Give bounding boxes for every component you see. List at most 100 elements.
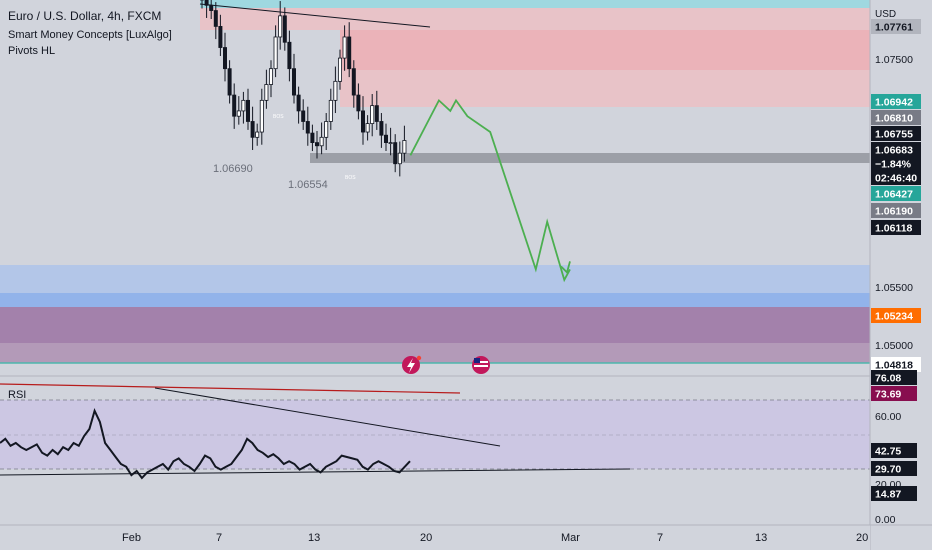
candle <box>218 26 223 48</box>
symbol-title[interactable]: Euro / U.S. Dollar, 4h, FXCM <box>8 9 161 23</box>
price-badge-bg-p12 <box>871 357 921 372</box>
time-tick-mar-7: 7 <box>657 532 663 544</box>
supply-zone-top <box>200 8 870 30</box>
candle <box>351 68 356 96</box>
price-badge-p4: 1.06755 <box>875 129 913 141</box>
demand-zone-blue <box>0 293 870 307</box>
price-badge-bg-p2 <box>871 94 921 109</box>
price-badge-p5: 1.06683 <box>875 145 913 157</box>
pivot-label-1: 1.06690 <box>213 163 253 175</box>
candle <box>296 94 301 112</box>
price-badge-bg-p3 <box>871 110 921 125</box>
candle <box>337 57 342 82</box>
demand-zone-light <box>0 265 870 293</box>
time-axis[interactable] <box>0 525 870 550</box>
time-tick-mar-20: 20 <box>856 532 868 544</box>
candle <box>236 110 241 117</box>
candle <box>287 41 292 70</box>
price-badge-p8: 1.06427 <box>875 189 913 201</box>
rsi-band <box>0 400 870 469</box>
candle <box>259 99 264 133</box>
price-badge-p2: 1.06942 <box>875 97 913 109</box>
candle <box>255 131 260 138</box>
candle <box>291 68 296 96</box>
level-band <box>310 153 870 163</box>
time-tick-mar: Mar <box>561 532 580 544</box>
candle <box>342 36 347 59</box>
top-zone <box>200 0 870 8</box>
candle <box>370 105 375 124</box>
time-tick-mar-13: 13 <box>755 532 767 544</box>
price-tick-1: 1.07500 <box>875 54 913 66</box>
indicator-pivots[interactable]: Pivots HL <box>8 45 55 57</box>
price-axis[interactable] <box>870 0 932 550</box>
bos-label-2: BOS <box>345 175 356 181</box>
candle <box>245 99 250 122</box>
rsi-badge-bg <box>871 386 917 401</box>
candle <box>227 68 232 96</box>
price-badge-bg-p9 <box>871 203 921 218</box>
price-badge-p9: 1.06190 <box>875 206 913 218</box>
rsi-badge-bg <box>871 461 917 476</box>
price-tick-3: 1.05000 <box>875 340 913 352</box>
supply-zone <box>340 30 870 70</box>
supply-zone-lower <box>340 70 870 107</box>
candle <box>232 94 237 117</box>
candle <box>319 136 324 147</box>
price-badge-bg-p5 <box>871 142 921 157</box>
candle <box>393 142 398 165</box>
rsi-tick-60: 60.00 <box>875 411 901 423</box>
candle <box>282 15 287 43</box>
demand-zone-purple-lower <box>0 343 870 363</box>
candle <box>328 99 333 122</box>
candle <box>333 80 338 101</box>
pivot-label-2: 1.06554 <box>288 179 328 191</box>
candle <box>301 110 306 122</box>
price-badge-p6: −1.84% <box>875 159 912 171</box>
rsi-badge-bg <box>871 486 917 501</box>
rsi-trend-line-bottom <box>0 468 631 476</box>
price-badges: 1.07761 1.06942 1.06810 1.06755 1.06683 −1.84… <box>871 19 921 372</box>
price-badge-bg-p4 <box>871 126 921 141</box>
rsi-tick-0: 0.00 <box>875 514 896 526</box>
indicator-smc[interactable]: Smart Money Concepts [LuxAlgo] <box>8 29 172 41</box>
rsi-badge-bg <box>871 443 917 458</box>
candle <box>241 99 246 112</box>
price-badge-p12: 1.04818 <box>875 360 913 372</box>
time-tick-20: 20 <box>420 532 432 544</box>
price-badge-bg-p6 <box>871 156 921 171</box>
price-badge-p11: 1.05234 <box>875 311 913 323</box>
trend-line-top <box>199 3 431 28</box>
candle <box>310 132 315 144</box>
demand-zone-purple <box>0 307 870 343</box>
candle <box>209 4 214 11</box>
candle <box>347 36 352 70</box>
price-badge-p1: 1.07761 <box>875 22 913 34</box>
bos-label-1: BOS <box>273 114 284 120</box>
candle <box>250 121 255 138</box>
candle <box>360 110 365 133</box>
rsi-badge: 29.70 <box>875 464 901 476</box>
candle <box>388 142 393 145</box>
candle <box>273 36 278 70</box>
price-badge-bg-p8 <box>871 186 921 201</box>
candle <box>379 121 384 136</box>
price-badge-p7: 02:46:40 <box>875 173 917 185</box>
candles-layer <box>199 0 407 177</box>
time-tick-7: 7 <box>216 532 222 544</box>
candle <box>305 121 310 134</box>
us-flag-event-icon[interactable] <box>472 356 490 374</box>
lightning-event-icon[interactable] <box>402 355 422 374</box>
candle <box>268 68 273 85</box>
price-badge-bg-p11 <box>871 308 921 323</box>
price-badge-bg-p10 <box>871 220 921 235</box>
candle <box>365 123 370 133</box>
price-badge-p10: 1.06118 <box>875 223 913 235</box>
rsi-badge-bg <box>871 370 917 385</box>
rsi-title[interactable]: RSI <box>8 389 26 401</box>
price-badge-p3: 1.06810 <box>875 113 913 125</box>
time-tick-13: 13 <box>308 532 320 544</box>
candle <box>264 84 269 101</box>
price-badge-bg-p7 <box>871 170 921 185</box>
